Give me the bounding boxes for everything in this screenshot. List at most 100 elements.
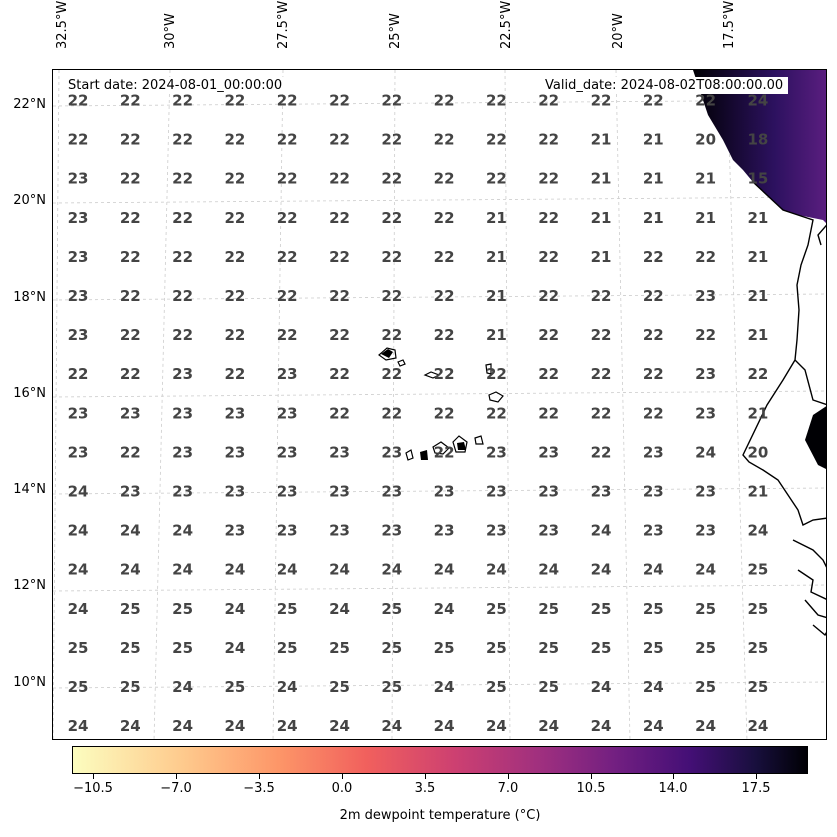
grid-value: 22 [224, 326, 245, 344]
grid-value: 24 [695, 561, 716, 579]
grid-value: 22 [591, 92, 612, 110]
grid-value: 20 [747, 443, 768, 461]
grid-value: 23 [329, 522, 350, 540]
grid-value: 22 [224, 92, 245, 110]
grid-value: 24 [68, 561, 89, 579]
land-shading-south [805, 406, 826, 469]
grid-value: 23 [224, 404, 245, 422]
grid-value: 23 [172, 365, 193, 383]
grid-value: 22 [68, 365, 89, 383]
colorbar-tick-label: 7.0 [497, 781, 519, 796]
grid-value: 22 [434, 248, 455, 266]
grid-value: 24 [591, 522, 612, 540]
grid-value: 22 [591, 326, 612, 344]
grid-value: 24 [643, 561, 664, 579]
grid-value: 22 [120, 365, 141, 383]
grid-value: 25 [695, 600, 716, 618]
grid-value: 25 [68, 678, 89, 696]
grid-value: 22 [591, 404, 612, 422]
grid-value: 22 [695, 326, 716, 344]
grid-value: 25 [747, 678, 768, 696]
island-fogo [420, 450, 428, 460]
colorbar-tick-mark [756, 774, 757, 779]
grid-value: 23 [381, 522, 402, 540]
grid-value: 25 [381, 639, 402, 657]
lat-label: 18°N [13, 290, 46, 305]
grid-value: 25 [538, 678, 559, 696]
colorbar-tick-label: −10.5 [73, 781, 113, 796]
grid-value: 23 [172, 404, 193, 422]
grid-value: 22 [329, 209, 350, 227]
grid-value: 24 [68, 600, 89, 618]
grid-value: 25 [434, 639, 455, 657]
grid-value: 23 [172, 483, 193, 501]
grid-value: 24 [591, 678, 612, 696]
grid-value: 25 [591, 600, 612, 618]
grid-value: 18 [747, 131, 768, 149]
grid-value: 22 [329, 326, 350, 344]
grid-value: 22 [486, 365, 507, 383]
grid-value: 22 [120, 248, 141, 266]
grid-value: 21 [486, 248, 507, 266]
colorbar-tick-mark [673, 774, 674, 779]
lon-label: 25°W [388, 13, 403, 49]
grid-value: 22 [277, 92, 298, 110]
grid-value: 25 [591, 639, 612, 657]
grid-value: 25 [486, 639, 507, 657]
grid-value: 22 [643, 404, 664, 422]
grid-value: 23 [486, 522, 507, 540]
land-shading-north [693, 70, 826, 223]
grid-value: 24 [591, 561, 612, 579]
grid-value: 22 [434, 209, 455, 227]
lat-label: 10°N [13, 675, 46, 690]
grid-value: 24 [381, 717, 402, 735]
grid-value: 25 [643, 600, 664, 618]
grid-value: 22 [643, 365, 664, 383]
grid-value: 21 [747, 248, 768, 266]
lon-label: 17.5°W [722, 0, 737, 49]
grid-value: 22 [224, 287, 245, 305]
grid-value: 25 [695, 678, 716, 696]
grid-value: 25 [277, 600, 298, 618]
grid-value: 22 [538, 131, 559, 149]
grid-value: 22 [434, 443, 455, 461]
island-santiago [457, 442, 466, 450]
grid-value: 23 [120, 483, 141, 501]
grid-value: 22 [381, 365, 402, 383]
grid-value: 23 [538, 522, 559, 540]
grid-value: 23 [224, 522, 245, 540]
grid-value: 24 [277, 561, 298, 579]
grid-value: 24 [172, 678, 193, 696]
grid-value: 22 [643, 248, 664, 266]
grid-value: 22 [120, 131, 141, 149]
grid-value: 22 [538, 287, 559, 305]
grid-value: 23 [381, 483, 402, 501]
grid-value: 22 [381, 404, 402, 422]
grid-value: 23 [695, 287, 716, 305]
grid-value: 22 [381, 131, 402, 149]
grid-value: 21 [643, 131, 664, 149]
grid-value: 25 [747, 561, 768, 579]
grid-value: 23 [591, 483, 612, 501]
grid-value: 22 [381, 287, 402, 305]
grid-value: 23 [695, 522, 716, 540]
grid-value: 21 [486, 209, 507, 227]
grid-value: 25 [381, 678, 402, 696]
grid-value: 23 [68, 404, 89, 422]
grid-value: 22 [538, 209, 559, 227]
grid-value: 22 [381, 209, 402, 227]
grid-value: 24 [224, 600, 245, 618]
grid-value: 23 [277, 522, 298, 540]
grid-value: 24 [120, 561, 141, 579]
grid-value: 22 [329, 92, 350, 110]
grid-value: 22 [172, 170, 193, 188]
grid-value: 22 [277, 287, 298, 305]
grid-value: 22 [172, 209, 193, 227]
grid-value: 23 [434, 483, 455, 501]
grid-value: 24 [434, 717, 455, 735]
grid-value: 24 [329, 717, 350, 735]
grid-value: 24 [538, 561, 559, 579]
grid-value: 25 [538, 600, 559, 618]
grid-value: 23 [329, 443, 350, 461]
map-area[interactable]: 22 22 22 22 22 22 22 22 22 22 22 22 22 24 22 22 22 22 22 22… [52, 69, 827, 740]
